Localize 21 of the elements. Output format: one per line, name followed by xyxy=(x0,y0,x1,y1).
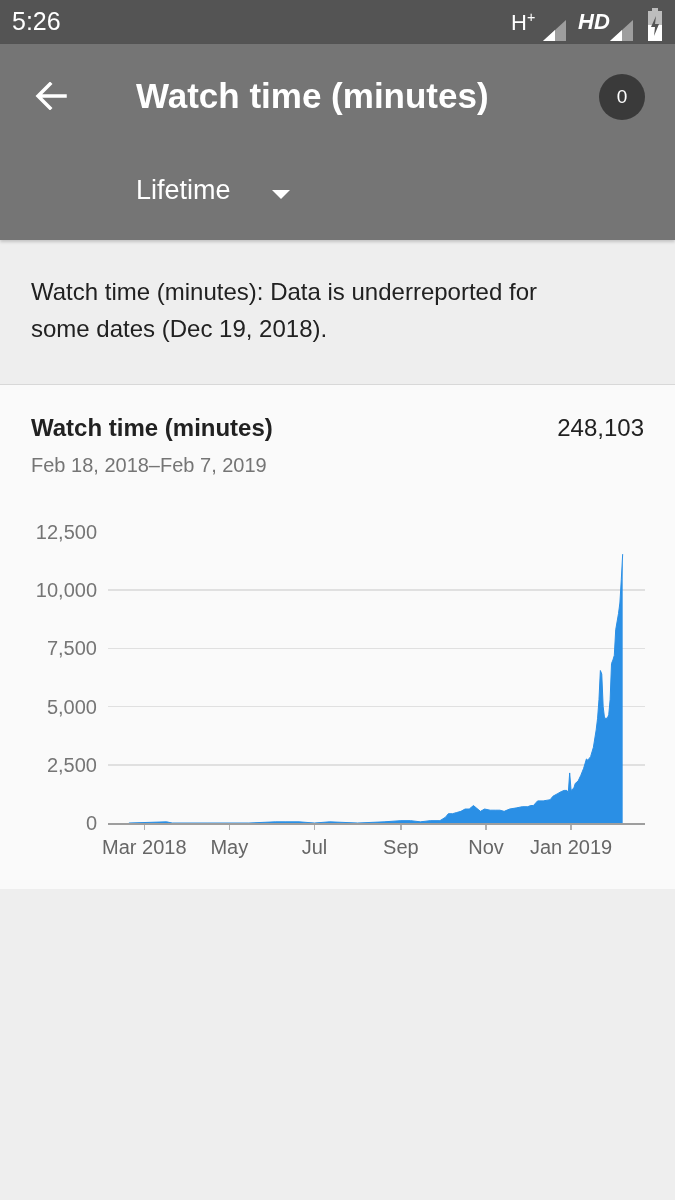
text: 248,103 xyxy=(557,414,644,442)
chart-title: Watch time (minutes) xyxy=(31,414,273,442)
y-tick-label: 2,500 xyxy=(46,753,97,776)
x-tick-label: Jan 2019 xyxy=(529,836,613,858)
x-tick-label: Mar 2018 xyxy=(102,836,187,858)
text: Lifetime xyxy=(136,175,231,207)
y-tick-label: 7,500 xyxy=(46,637,97,660)
text: Watch time (minutes) xyxy=(136,76,489,117)
text: Watch time (minutes): Data is underreported for some dates (Dec 19, 2018). xyxy=(31,277,538,344)
x-tick-label: May xyxy=(210,836,249,858)
chart-subtitle: Feb 18, 2018–Feb 7, 2019 xyxy=(31,454,267,477)
text: HD xyxy=(578,9,610,35)
x-tick-label: Sep xyxy=(383,836,419,858)
y-tick-label: 12,500 xyxy=(35,521,97,543)
text: H$^{+}$ xyxy=(511,9,536,36)
text: 5:26 xyxy=(12,7,61,36)
x-tick-label: Nov xyxy=(468,836,504,858)
y-tick-label: 10,000 xyxy=(35,579,97,602)
y-tick-label: 5,000 xyxy=(46,695,97,718)
y-tick-label: 0 xyxy=(85,812,97,834)
x-tick-label: Jul xyxy=(301,836,328,858)
